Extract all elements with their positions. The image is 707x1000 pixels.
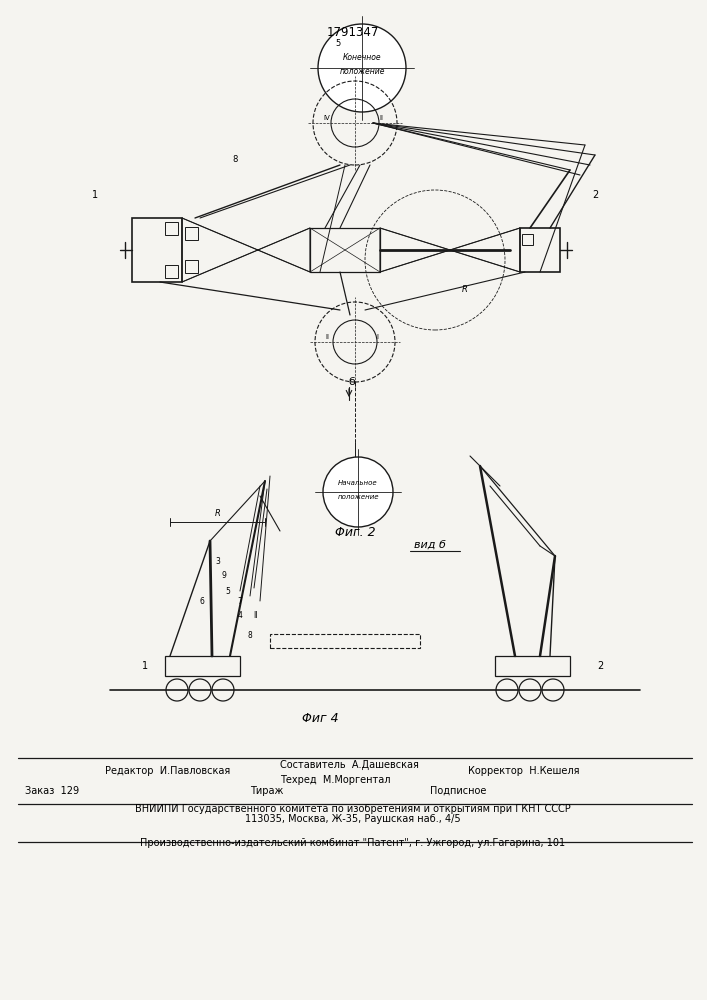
Bar (185, 260, 198, 273)
Text: 113035, Москва, Ж-35, Раушская наб., 4/5: 113035, Москва, Ж-35, Раушская наб., 4/5 (245, 814, 461, 824)
Text: R: R (462, 286, 468, 294)
Text: 5: 5 (226, 586, 230, 595)
Text: 7: 7 (238, 596, 243, 605)
Text: I: I (376, 334, 378, 340)
Bar (520, 228, 560, 272)
Text: 2: 2 (592, 190, 598, 200)
Text: 4: 4 (238, 611, 243, 620)
Text: Начальное: Начальное (338, 480, 378, 486)
Text: Корректор  Н.Кешеля: Корректор Н.Кешеля (468, 766, 580, 776)
Circle shape (318, 24, 406, 112)
Text: 3: 3 (216, 556, 221, 566)
Text: II: II (325, 334, 329, 340)
Bar (310, 228, 380, 272)
Text: 1: 1 (92, 190, 98, 200)
Text: II: II (252, 611, 257, 620)
Text: 9: 9 (221, 572, 226, 580)
Text: IV: IV (324, 115, 330, 121)
Text: Техред  М.Моргентал: Техред М.Моргентал (280, 775, 390, 785)
Text: 8: 8 (233, 155, 238, 164)
Bar (165, 265, 178, 278)
Text: II: II (379, 115, 383, 121)
Bar (165, 222, 178, 235)
Circle shape (323, 457, 393, 527)
Text: R: R (214, 510, 221, 518)
Text: положение: положение (337, 494, 379, 500)
Text: Φиг 4: Φиг 4 (302, 712, 339, 724)
Text: Φиг. 2: Φиг. 2 (334, 526, 375, 538)
Text: вид б: вид б (414, 540, 446, 550)
Text: 2: 2 (597, 661, 603, 671)
Bar (270, 634, 420, 648)
Text: положение: положение (339, 68, 385, 77)
Text: 1791347: 1791347 (327, 25, 379, 38)
Text: 6: 6 (199, 596, 204, 605)
Text: Производственно-издательский комбинат "Патент", г. Ужгород, ул.Гагарина, 101: Производственно-издательский комбинат "П… (141, 838, 566, 848)
Bar (132, 218, 182, 282)
Text: б: б (349, 377, 356, 387)
Bar (495, 656, 570, 676)
Bar (522, 234, 533, 245)
Text: Составитель  А.Дашевская: Составитель А.Дашевская (280, 760, 419, 770)
Text: Заказ  129: Заказ 129 (25, 786, 79, 796)
Bar (185, 227, 198, 240)
Text: 1: 1 (142, 661, 148, 671)
Text: Подписное: Подписное (430, 786, 486, 796)
Text: ВНИИПИ Государственного комитета по изобретениям и открытиям при ГКНТ СССР: ВНИИПИ Государственного комитета по изоб… (135, 804, 571, 814)
Text: 8: 8 (247, 632, 252, 641)
Text: Тираж: Тираж (250, 786, 284, 796)
Text: Редактор  И.Павловская: Редактор И.Павловская (105, 766, 230, 776)
Bar (165, 656, 240, 676)
Text: Конечное: Конечное (343, 53, 381, 62)
Text: 5: 5 (335, 39, 341, 48)
